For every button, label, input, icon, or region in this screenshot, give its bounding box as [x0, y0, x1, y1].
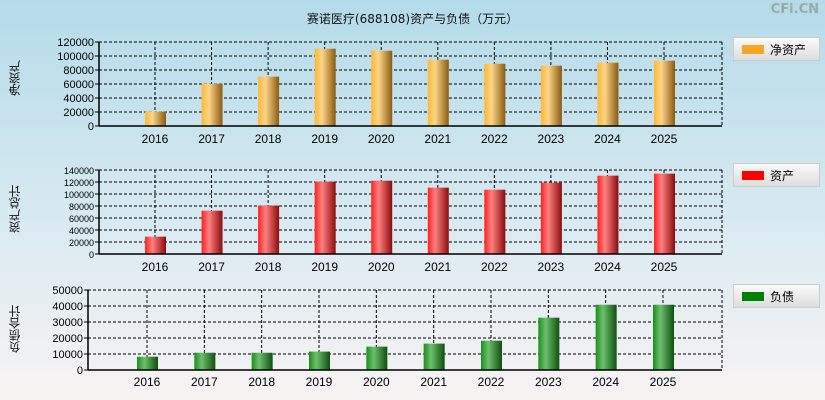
x-tick-label: 2025 — [650, 375, 677, 389]
bar-2019 — [314, 181, 336, 254]
x-tick-label: 2020 — [368, 132, 395, 146]
bar-2025 — [653, 304, 674, 370]
x-tick-label: 2023 — [535, 375, 562, 389]
bar-2016 — [145, 236, 166, 254]
y-tick-label: 0 — [89, 250, 94, 260]
legend-label: 净资产 — [770, 42, 807, 57]
x-tick-label: 2019 — [311, 260, 338, 274]
y-tick-label: 20000 — [52, 333, 83, 345]
legend-label: 负债 — [770, 289, 795, 304]
x-tick-label: 2023 — [538, 260, 565, 274]
bar-2023 — [538, 317, 560, 370]
y-tick-label: 30000 — [52, 317, 83, 329]
legend-1: 资产 — [733, 163, 820, 187]
bar-2018 — [258, 205, 280, 254]
legend-label: 资产 — [770, 168, 795, 183]
bar-2025 — [654, 60, 675, 126]
legend-swatch — [742, 44, 764, 54]
x-tick-label: 2020 — [363, 375, 390, 389]
x-tick-label: 2017 — [191, 375, 218, 389]
y-axis-label: 净资产 — [8, 60, 22, 96]
bar-2024 — [595, 304, 617, 370]
y-tick-label: 120000 — [64, 178, 94, 188]
x-tick-label: 2025 — [651, 132, 678, 146]
bar-2018 — [251, 352, 273, 370]
legend-swatch — [742, 170, 764, 180]
subchart-1: 0 20000 40000 60000 80000 100000 120000 140000 2… — [64, 166, 723, 274]
x-tick-label: 2017 — [198, 132, 225, 146]
y-tick-label: 40000 — [63, 93, 94, 105]
x-tick-label: 2018 — [255, 260, 282, 274]
x-tick-label: 2024 — [594, 132, 621, 146]
x-tick-label: 2017 — [198, 260, 225, 274]
x-tick-label: 2016 — [142, 132, 169, 146]
bar-2017 — [201, 83, 223, 126]
x-tick-label: 2020 — [368, 260, 395, 274]
bar-2021 — [423, 343, 445, 370]
x-tick-label: 2016 — [134, 375, 161, 389]
x-tick-label: 2022 — [481, 132, 508, 146]
subchart-2: 0 10000 20000 30000 40000 50000 2016 2017 2018 20… — [52, 285, 723, 389]
bar-2022 — [484, 189, 506, 254]
x-tick-label: 2021 — [424, 132, 451, 146]
y-tick-label: 0 — [77, 365, 83, 377]
subchart-0: 0 20000 40000 60000 80000 100000 120000 2016 201… — [57, 37, 723, 146]
bar-2017 — [194, 352, 216, 370]
x-tick-label: 2025 — [651, 260, 678, 274]
bar-2021 — [427, 187, 449, 254]
x-tick-label: 2022 — [478, 375, 505, 389]
x-tick-label: 2023 — [538, 132, 565, 146]
bar-2023 — [540, 182, 562, 254]
y-tick-label: 10000 — [52, 349, 83, 361]
y-tick-label: 40000 — [52, 301, 83, 313]
x-tick-label: 2018 — [248, 375, 275, 389]
y-axis-label: 负债合计 — [8, 305, 22, 353]
y-tick-label: 120000 — [57, 37, 94, 49]
y-tick-label: 100000 — [57, 51, 94, 63]
bar-2022 — [481, 340, 502, 370]
bar-2016 — [145, 111, 166, 126]
bar-2023 — [540, 65, 562, 126]
bar-2016 — [137, 356, 158, 370]
x-tick-label: 2018 — [255, 132, 282, 146]
bar-2019 — [314, 48, 336, 126]
x-tick-label: 2021 — [424, 260, 451, 274]
y-tick-label: 80000 — [69, 202, 94, 212]
x-tick-label: 2024 — [594, 260, 621, 274]
y-tick-label: 0 — [88, 121, 94, 133]
bar-2021 — [427, 59, 449, 126]
x-tick-label: 2016 — [142, 260, 169, 274]
y-tick-label: 100000 — [64, 190, 94, 200]
legend-swatch — [742, 291, 764, 301]
bar-2017 — [201, 210, 223, 254]
watermark-logo: CFi.CN — [770, 2, 819, 17]
bar-2018 — [258, 76, 280, 126]
legend-0: 净资产 — [733, 37, 820, 61]
x-tick-label: 2019 — [306, 375, 333, 389]
y-tick-label: 20000 — [63, 107, 94, 119]
y-tick-label: 140000 — [64, 166, 94, 176]
x-tick-label: 2021 — [420, 375, 447, 389]
y-tick-label: 80000 — [63, 65, 94, 77]
x-tick-label: 2022 — [481, 260, 508, 274]
x-tick-label: 2019 — [311, 132, 338, 146]
bar-2020 — [371, 50, 393, 126]
y-tick-label: 40000 — [69, 226, 94, 236]
bar-2020 — [371, 180, 393, 254]
bar-2020 — [366, 346, 388, 370]
y-axis-label: 资产总计 — [8, 185, 22, 233]
y-tick-label: 20000 — [69, 238, 94, 248]
legend-2: 负债 — [733, 284, 820, 308]
bar-2022 — [484, 63, 506, 126]
chart-title: 赛诺医疗(688108)资产与负债（万元） — [306, 12, 519, 26]
bar-2019 — [309, 351, 330, 370]
y-tick-label: 50000 — [52, 285, 83, 297]
y-tick-label: 60000 — [63, 79, 94, 91]
y-tick-label: 60000 — [69, 214, 94, 224]
bar-2025 — [654, 173, 675, 254]
bar-2024 — [597, 175, 619, 254]
x-tick-label: 2024 — [592, 375, 619, 389]
bar-2024 — [597, 62, 619, 126]
